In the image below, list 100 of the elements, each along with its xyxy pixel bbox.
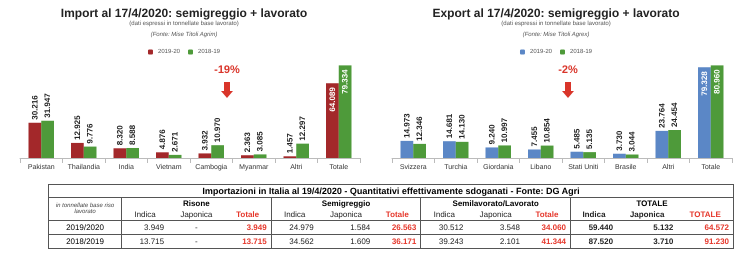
bar <box>656 130 668 158</box>
category-label: Totale <box>524 209 570 220</box>
text: 34.562 <box>289 237 314 246</box>
bar <box>456 142 468 158</box>
bar <box>296 144 309 158</box>
text: Risone <box>122 198 272 209</box>
data-label: 8.588 <box>128 124 138 145</box>
data-label: 31.947 <box>43 92 52 118</box>
bar <box>241 155 254 158</box>
bar <box>156 152 169 158</box>
bar <box>443 141 456 158</box>
data-label: 2.363 <box>242 132 252 152</box>
bar <box>528 149 541 158</box>
data-label: 3.085 <box>256 130 265 152</box>
text: 39.243 <box>438 237 464 246</box>
text: 36.171 <box>392 237 416 246</box>
data-label: 3.730 <box>614 130 624 151</box>
bar <box>583 152 596 158</box>
data-label: 9.240 <box>487 124 496 144</box>
data-label: 1.457 <box>285 132 294 154</box>
data-label: 23.764 <box>657 102 666 128</box>
text: 13.715 <box>242 237 267 246</box>
data-label: 12.925 <box>72 114 82 140</box>
data-label: 14.973 <box>402 112 412 138</box>
category-label: Indica <box>570 209 618 220</box>
text: Importazioni in Italia al 19/4/2020 - Quantitativi effettivamente sdoganati - Fonte: DG Agri <box>48 184 734 198</box>
data-label: 80.960 <box>712 68 722 94</box>
text: 3.548 <box>500 223 520 232</box>
text: 24.979 <box>289 223 314 232</box>
bar <box>338 65 352 158</box>
category-label: 2018/2019 <box>66 237 104 246</box>
bar <box>28 122 42 158</box>
text: 41.344 <box>542 237 566 246</box>
category-label: Indica <box>122 209 168 220</box>
category-label: Indica <box>271 209 318 220</box>
data-label: 7.455 <box>530 126 539 146</box>
category-label: Japonica <box>318 209 374 220</box>
bar <box>698 67 711 158</box>
bar <box>198 153 212 158</box>
data-label: 30.216 <box>30 94 40 120</box>
text: - <box>194 237 198 246</box>
bar <box>540 146 554 158</box>
annotation: -19% <box>213 64 241 76</box>
category-label: Japonica <box>617 209 678 220</box>
data-label: 14.130 <box>458 114 467 139</box>
data-label: 79.334 <box>340 68 350 94</box>
bar <box>486 147 498 158</box>
text: - <box>194 223 198 232</box>
chart-title: Export al 17/4/2020: semigreggio + lavorato <box>432 6 680 20</box>
text: Semilavorato/Lavorato <box>420 198 570 209</box>
bar <box>400 140 414 158</box>
data-label: 5.135 <box>585 128 594 150</box>
data-label: 14.681 <box>444 113 454 138</box>
bar <box>41 120 54 158</box>
bar <box>254 154 266 158</box>
chart-title: Import al 17/4/2020: semigreggio + lavorato <box>60 6 308 20</box>
annotation: -2% <box>557 64 579 76</box>
bar <box>84 146 96 158</box>
data-label: 79.328 <box>700 70 709 96</box>
data-label: 10.997 <box>500 117 510 142</box>
category-label: Totale <box>374 209 421 220</box>
category-label: TOTALE <box>677 209 734 220</box>
bar <box>413 144 426 158</box>
bar <box>71 142 84 158</box>
text: 30.512 <box>438 223 464 232</box>
category-label: Japonica <box>168 209 225 220</box>
bar <box>498 145 511 158</box>
text: 3.949 <box>246 223 267 232</box>
bar <box>168 154 182 158</box>
data-label: 9.776 <box>86 123 95 144</box>
category-label: Japonica <box>467 209 524 220</box>
text: 34.060 <box>542 223 566 232</box>
bar <box>668 130 681 158</box>
data-label: 10.854 <box>542 118 552 143</box>
category-label: Indica <box>420 209 468 220</box>
data-label: 64.089 <box>328 86 337 112</box>
text: 1.584 <box>350 223 370 232</box>
text: TOTALE <box>570 198 734 209</box>
category-label: 2019/2020 <box>66 223 104 232</box>
data-label: 8.320 <box>115 124 124 146</box>
text: 3.949 <box>144 223 164 232</box>
text: Semigreggio <box>271 198 421 209</box>
text: 64.572 <box>704 223 729 232</box>
data-label: 3.932 <box>200 130 210 150</box>
text: 91.230 <box>704 237 729 246</box>
bar <box>326 83 339 158</box>
data-label: 12.297 <box>298 116 308 141</box>
text: 13.715 <box>140 237 164 246</box>
bar <box>114 148 126 158</box>
text: 5.132 <box>653 223 674 232</box>
category-label: Totale <box>224 209 272 220</box>
text: 2.101 <box>500 237 520 246</box>
text: 59.440 <box>588 223 614 232</box>
data-label: 10.970 <box>213 117 222 142</box>
text: 1.609 <box>350 237 370 246</box>
data-label: 2.671 <box>170 131 180 152</box>
bar <box>211 145 224 158</box>
data-label: 4.876 <box>158 128 167 150</box>
data-label: 5.485 <box>572 128 582 149</box>
text: 26.563 <box>392 223 416 232</box>
